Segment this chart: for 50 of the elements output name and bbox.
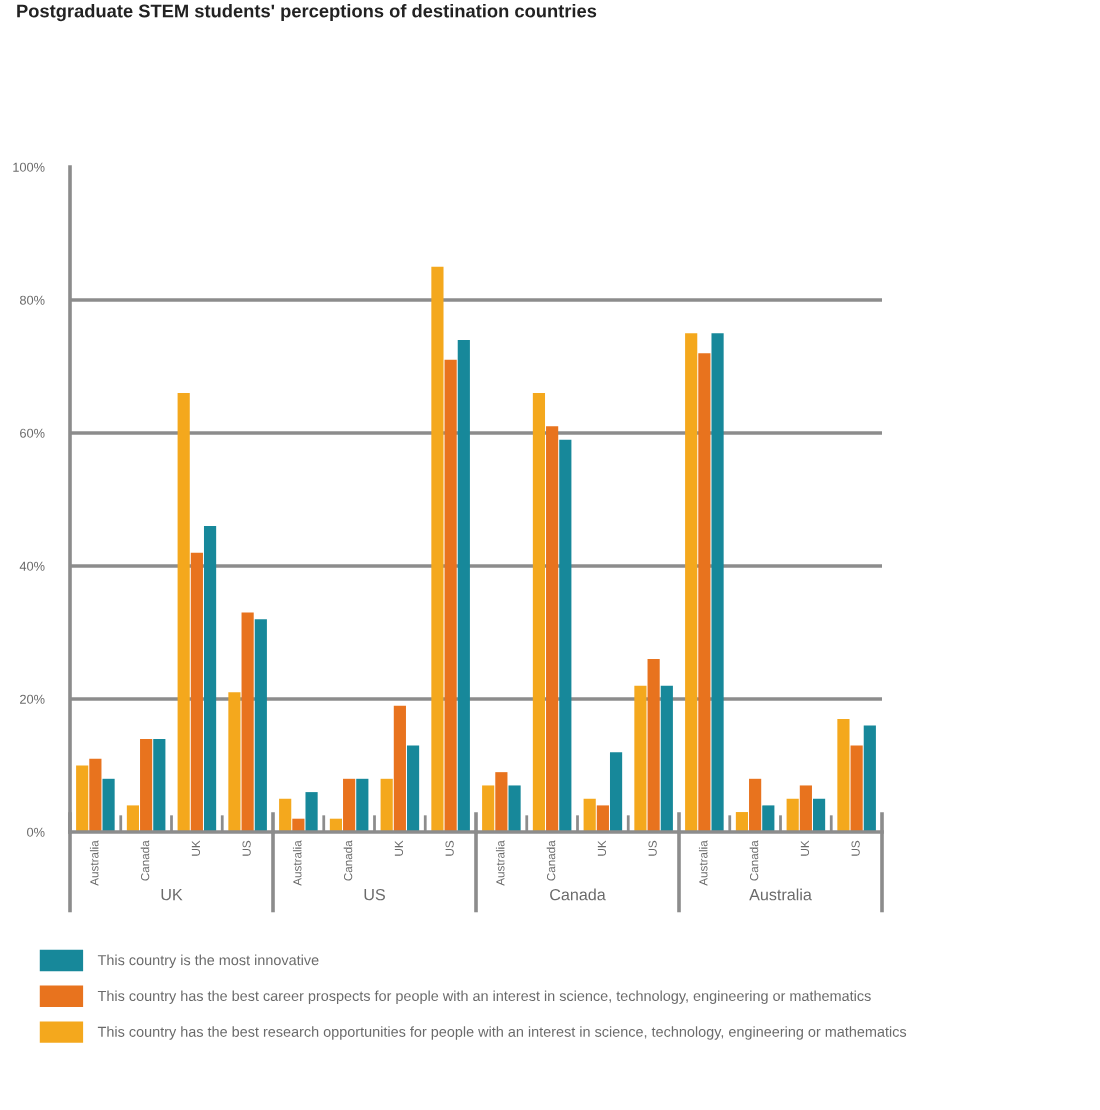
- bar: [786, 798, 799, 832]
- bar: [660, 685, 673, 832]
- bar: [850, 745, 863, 832]
- bar: [380, 778, 393, 832]
- bar: [698, 353, 711, 832]
- bar: [393, 705, 406, 832]
- bar: [457, 339, 470, 832]
- bar: [799, 785, 812, 832]
- bar: [356, 778, 369, 832]
- bar: [647, 659, 660, 832]
- bar: [228, 692, 241, 832]
- bar: [559, 439, 572, 832]
- x-axis-title: US: [364, 888, 385, 901]
- bar: [596, 805, 609, 832]
- bar: [508, 785, 521, 832]
- bar: [177, 393, 190, 832]
- x-axis-title: Australia: [749, 888, 812, 901]
- bar: [609, 752, 623, 832]
- bar: [749, 778, 762, 832]
- bar: [863, 725, 876, 832]
- bar: [279, 798, 292, 832]
- bar: [634, 685, 647, 832]
- bar: [102, 778, 115, 832]
- bar: [482, 785, 495, 832]
- x-axis-title: UK: [161, 889, 183, 901]
- bar: [89, 758, 102, 832]
- bar: [837, 718, 850, 832]
- bar: [685, 333, 698, 832]
- bar: [583, 798, 596, 832]
- bar: [546, 426, 559, 832]
- x-axis-title: Canada: [550, 888, 606, 901]
- bar: [190, 552, 203, 832]
- bar: [254, 619, 267, 832]
- bar: [140, 738, 153, 832]
- bar: [762, 805, 775, 832]
- bar: [812, 798, 826, 832]
- chart-title: Postgraduate STEM students' perceptions of destination countries: [17, 4, 597, 22]
- bar: [431, 266, 444, 832]
- bar: [444, 359, 457, 832]
- bar: [532, 393, 546, 832]
- bar: [343, 778, 356, 832]
- bar: [153, 738, 166, 832]
- bar: [305, 792, 318, 832]
- bar: [711, 333, 724, 832]
- bar: [406, 745, 420, 832]
- bar: [241, 612, 254, 832]
- bar: [203, 526, 217, 832]
- bar: [126, 805, 140, 832]
- bar: [495, 772, 508, 832]
- bar: [76, 765, 89, 832]
